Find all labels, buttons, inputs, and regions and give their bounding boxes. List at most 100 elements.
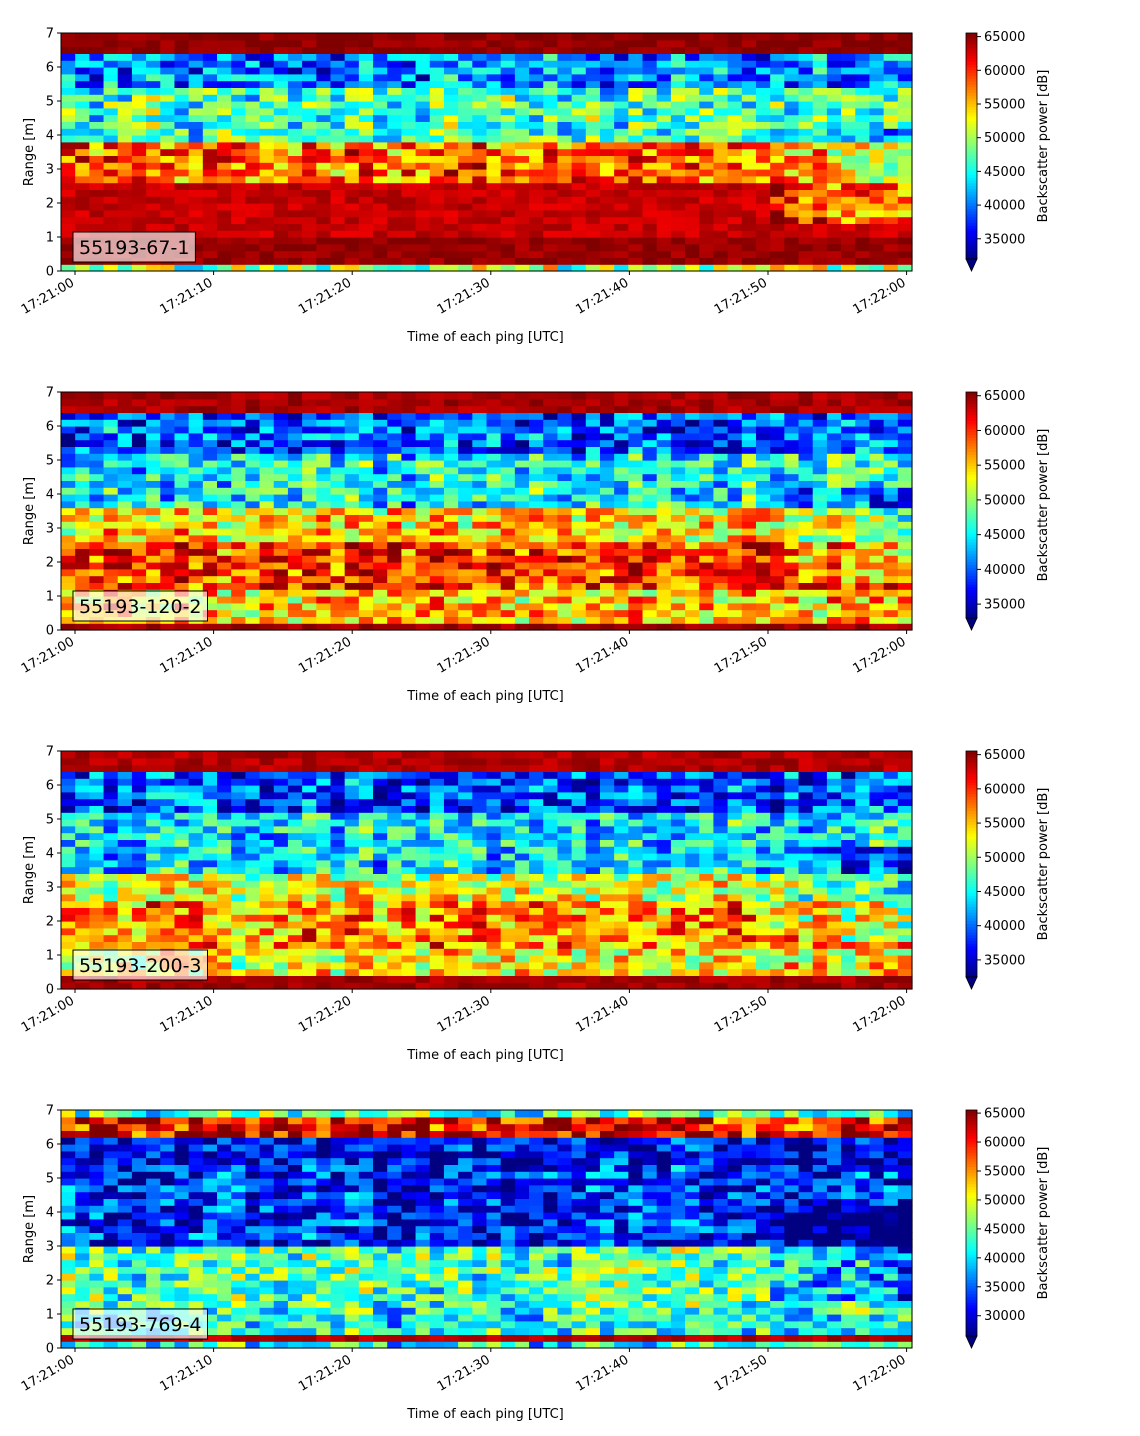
heatmap-cell: [231, 805, 246, 813]
heatmap-cell: [245, 798, 261, 806]
heatmap-cell: [812, 80, 828, 88]
heatmap-cell: [713, 473, 729, 481]
heatmap-cell: [245, 555, 261, 563]
heatmap-cell: [699, 189, 715, 197]
heatmap-cell: [458, 548, 473, 556]
heatmap-cell: [770, 398, 785, 407]
heatmap-cell: [117, 182, 133, 190]
heatmap-cell: [217, 609, 232, 617]
heatmap-cell: [245, 466, 261, 475]
heatmap-cell: [855, 223, 871, 231]
heatmap-cell: [160, 914, 176, 922]
heatmap-cell: [628, 121, 644, 129]
heatmap-cell: [231, 568, 246, 577]
heatmap-cell: [259, 107, 275, 116]
heatmap-cell: [798, 264, 814, 272]
heatmap-cell: [699, 135, 715, 143]
heatmap-cell: [500, 114, 516, 122]
heatmap-cell: [443, 548, 459, 556]
heatmap-cell: [656, 162, 672, 170]
heatmap-cell: [202, 887, 218, 895]
heatmap-cell: [89, 548, 105, 556]
heatmap-cell: [89, 623, 105, 631]
heatmap-cell: [883, 534, 899, 543]
heatmap-cell: [273, 80, 289, 88]
heatmap-cell: [529, 216, 544, 224]
heatmap-cell: [89, 568, 105, 577]
heatmap-cell: [685, 94, 700, 102]
colorbar: 35000400004500050000550006000065000Backs…: [965, 30, 1051, 272]
heatmap-cell: [259, 182, 275, 190]
heatmap-cell: [231, 548, 246, 556]
heatmap-cell: [259, 968, 275, 976]
heatmap-cell: [131, 189, 147, 197]
heatmap-cell: [557, 446, 573, 454]
heatmap-cell: [500, 230, 516, 238]
heatmap-cell: [557, 175, 573, 184]
heatmap-cell: [443, 203, 459, 211]
heatmap-cell: [458, 602, 473, 611]
heatmap-cell: [259, 405, 275, 413]
heatmap-cell: [784, 596, 800, 604]
heatmap-cell: [727, 446, 743, 454]
heatmap-cell: [798, 257, 814, 265]
heatmap-cell: [755, 203, 771, 211]
heatmap-cell: [713, 398, 729, 407]
heatmap-cell: [855, 33, 871, 41]
heatmap-cell: [685, 419, 700, 427]
heatmap-cell: [458, 432, 473, 441]
heatmap-cell: [841, 73, 856, 82]
heatmap-cell: [883, 250, 899, 258]
heatmap-cell: [656, 39, 672, 48]
heatmap-cell: [571, 175, 587, 184]
heatmap-cell: [245, 250, 261, 258]
heatmap-cell: [373, 264, 388, 272]
heatmap-cell: [387, 67, 402, 75]
heatmap-cell: [770, 121, 785, 129]
heatmap-cell: [202, 880, 218, 888]
heatmap-cell: [798, 87, 814, 95]
heatmap-cell: [188, 392, 204, 400]
heatmap-cell: [656, 257, 672, 265]
heatmap-cell: [316, 398, 332, 407]
heatmap-cell: [160, 778, 176, 786]
heatmap-cell: [259, 175, 275, 184]
heatmap-cell: [585, 73, 601, 82]
heatmap-cell: [202, 602, 218, 611]
heatmap-cell: [287, 94, 303, 102]
heatmap-cell: [174, 534, 190, 543]
heatmap-cell: [273, 175, 289, 184]
heatmap-cell: [599, 582, 615, 590]
heatmap-cell: [443, 141, 459, 150]
heatmap-cell: [443, 555, 459, 563]
heatmap-cell: [656, 175, 672, 184]
heatmap-cell: [599, 405, 615, 413]
heatmap-cell: [699, 507, 715, 515]
heatmap-cell: [628, 87, 644, 95]
heatmap-cell: [330, 141, 346, 150]
heatmap-cell: [670, 101, 686, 109]
heatmap-cell: [330, 432, 346, 441]
heatmap-cell: [259, 921, 275, 929]
heatmap-cell: [131, 873, 147, 881]
heatmap-cell: [443, 500, 459, 509]
heatmap-cell: [741, 514, 757, 522]
heatmap-cell: [755, 216, 771, 224]
heatmap-cell: [131, 798, 147, 806]
heatmap-cell: [344, 487, 360, 495]
heatmap-cell: [188, 941, 204, 949]
heatmap-cell: [500, 141, 516, 150]
heatmap-cell: [585, 169, 601, 177]
heatmap-cell: [472, 541, 488, 549]
heatmap-cell: [103, 73, 119, 82]
colorbar-segment: [966, 199, 977, 204]
heatmap-cell: [330, 107, 346, 116]
heatmap-cell: [458, 80, 473, 88]
heatmap-cell: [358, 250, 374, 258]
heatmap-cell: [316, 500, 332, 509]
heatmap-cell: [472, 460, 488, 468]
heatmap-cell: [344, 494, 360, 502]
heatmap-cell: [500, 541, 516, 549]
heatmap-cell: [415, 589, 431, 597]
heatmap-cell: [727, 439, 743, 447]
